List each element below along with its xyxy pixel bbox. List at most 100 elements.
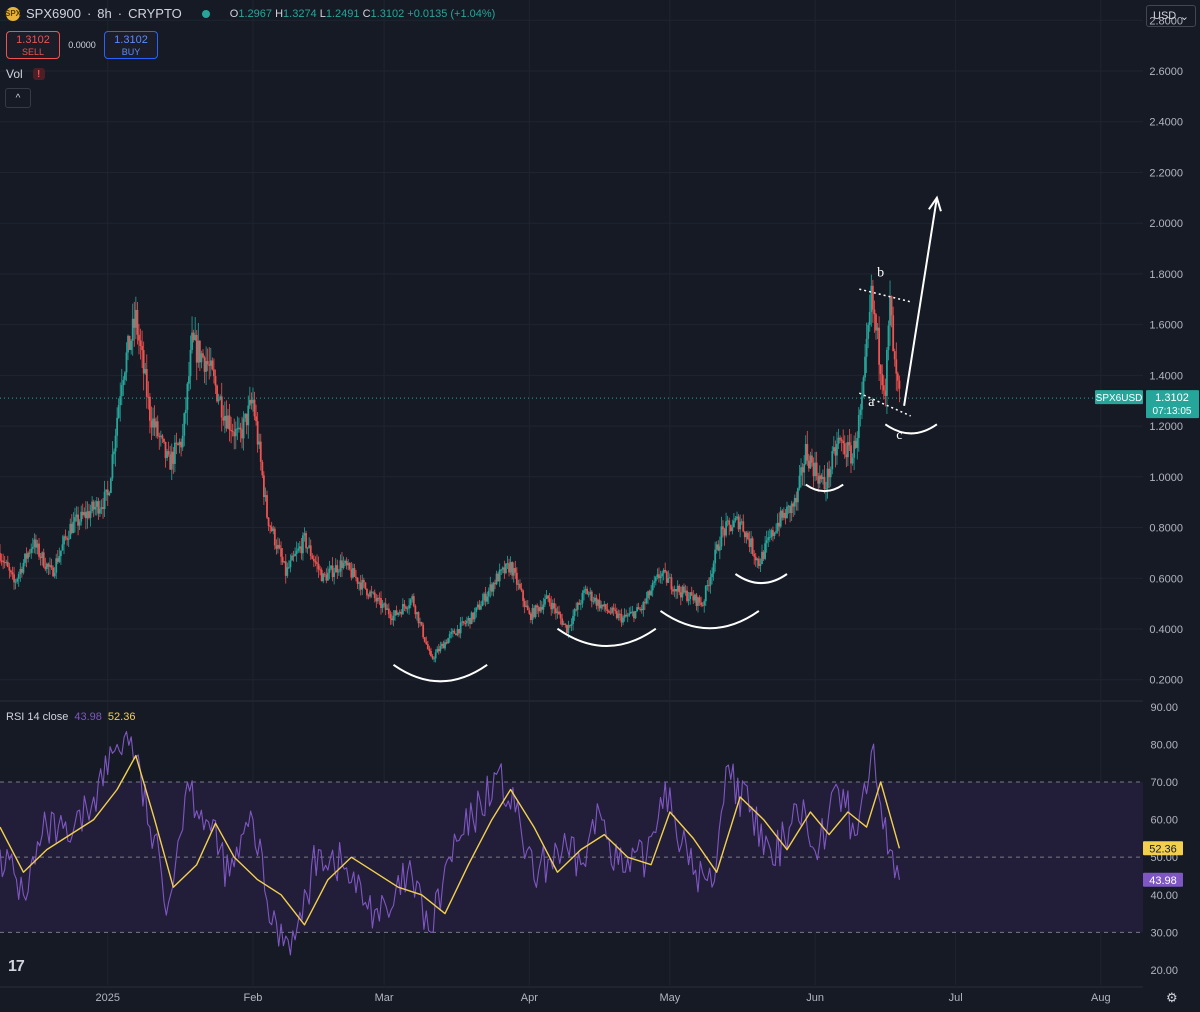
candle-body <box>531 608 534 620</box>
candle-body <box>392 615 395 621</box>
candle-body <box>887 325 890 350</box>
collapse-icon[interactable]: ^ <box>5 88 31 108</box>
candle-body <box>875 314 877 331</box>
candle-body <box>490 584 493 592</box>
candle-body <box>620 614 623 623</box>
candle-body <box>222 417 225 421</box>
candle-body <box>811 455 813 463</box>
candle-body <box>561 618 564 625</box>
candle-body <box>227 415 229 429</box>
candle-body <box>440 643 443 647</box>
rsi-tick-label: 20.00 <box>1150 965 1178 977</box>
candle-body <box>169 454 172 470</box>
volume-indicator[interactable]: Vol ! <box>6 67 45 81</box>
candle-body <box>793 497 796 507</box>
sell-button[interactable]: 1.3102 SELL <box>6 31 60 59</box>
candle-body <box>673 589 676 592</box>
candle-body <box>757 558 760 566</box>
candle-body <box>119 396 122 406</box>
candle-body <box>484 593 487 602</box>
price-tick-label: 1.6000 <box>1149 320 1183 332</box>
candle-body <box>386 608 389 610</box>
candle-body <box>792 503 795 507</box>
time-tick-label: Feb <box>243 992 262 1004</box>
candle-body <box>36 543 39 548</box>
candle-body <box>861 396 863 410</box>
candle-body <box>505 563 507 574</box>
interval[interactable]: 8h <box>97 6 112 21</box>
candle-body <box>217 399 220 402</box>
currency-select[interactable]: USD ⌄ <box>1146 5 1196 27</box>
candle-body <box>782 512 785 518</box>
candle-body <box>495 573 498 585</box>
candle-body <box>401 604 404 615</box>
buy-button[interactable]: 1.3102 BUY <box>104 31 158 59</box>
candle-body <box>729 524 732 532</box>
candle-body <box>252 399 254 404</box>
candle-body <box>74 517 76 522</box>
candle-body <box>501 567 504 570</box>
candle-body <box>519 583 521 589</box>
time-tick-label: Mar <box>375 992 394 1004</box>
candle-body <box>283 561 286 563</box>
candle-body <box>2 560 5 563</box>
warning-icon[interactable]: ! <box>32 68 45 80</box>
symbol-name[interactable]: SPX6900 <box>26 6 81 21</box>
candle-body <box>198 340 201 363</box>
candle-body <box>376 597 379 602</box>
candle-body <box>525 605 528 607</box>
tradingview-logo-icon[interactable]: 17 <box>8 958 25 975</box>
candle-body <box>467 618 470 621</box>
candle-body <box>145 369 148 397</box>
candle-body <box>186 383 189 410</box>
candle-body <box>544 599 546 605</box>
candle-body <box>63 536 65 545</box>
candle-body <box>675 589 678 592</box>
candle-body <box>383 603 386 605</box>
rsi-legend[interactable]: RSI 14 close 43.98 52.36 <box>6 711 135 723</box>
candle-body <box>298 546 301 549</box>
candle-body <box>258 441 261 445</box>
candle-body <box>565 624 568 633</box>
candle-body <box>425 641 428 645</box>
rounded-bottom-arc <box>392 663 488 683</box>
candle-body <box>453 630 456 634</box>
candle-body <box>42 552 45 567</box>
candle-body <box>622 617 624 623</box>
candle-body <box>821 477 824 479</box>
candle-body <box>576 602 579 610</box>
candle-body <box>416 612 418 615</box>
candle-body <box>623 614 626 618</box>
candle-body <box>478 604 481 610</box>
candle-body <box>72 521 75 533</box>
candle-body <box>111 454 114 479</box>
gear-icon[interactable]: ⚙ <box>1166 990 1178 1005</box>
candle-body <box>414 605 417 615</box>
candle-body <box>814 462 816 477</box>
candle-body <box>619 613 621 615</box>
candle-body <box>211 360 214 370</box>
candle-body <box>394 610 396 616</box>
candle-body <box>867 324 870 339</box>
candle-body <box>256 421 259 445</box>
candle-body <box>369 591 371 597</box>
candle-body <box>84 512 87 519</box>
candle-body <box>676 585 679 592</box>
candle-body <box>853 440 856 458</box>
countdown-tag: 07:13:05 <box>1153 406 1192 417</box>
candle-body <box>461 621 464 623</box>
candle-body <box>353 568 356 577</box>
candle-body <box>150 420 153 428</box>
candle-body <box>756 558 759 561</box>
candle-body <box>398 611 401 613</box>
candle-body <box>158 436 161 438</box>
candle-body <box>92 501 95 510</box>
volume-label: Vol <box>6 67 23 81</box>
candle-body <box>375 597 378 602</box>
candle-body <box>83 512 86 516</box>
candle-body <box>672 589 674 592</box>
candle-body <box>664 569 667 572</box>
rsi-tick-label: 70.00 <box>1150 777 1178 789</box>
candle-body <box>572 615 574 625</box>
